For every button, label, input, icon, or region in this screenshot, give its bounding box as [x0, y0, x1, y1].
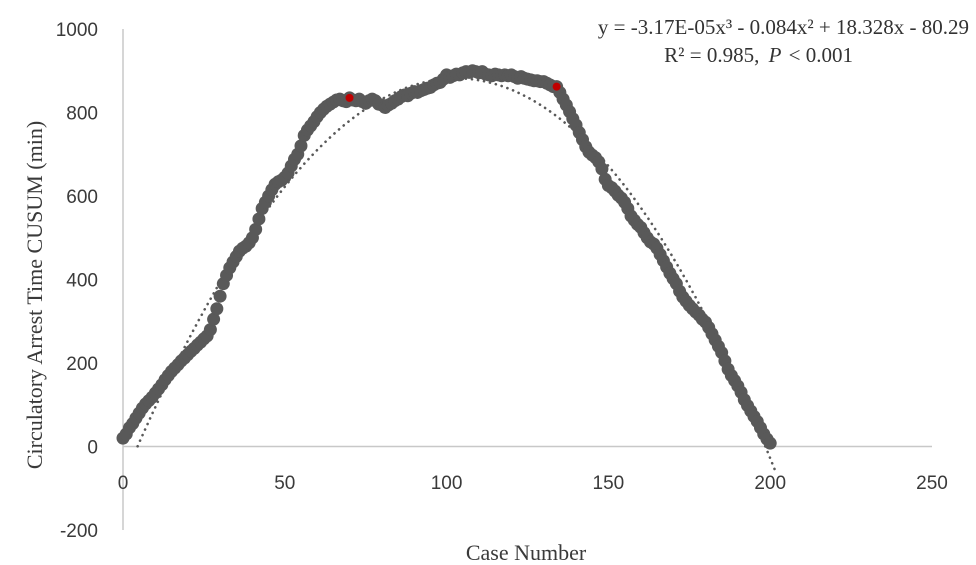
equation-text: y = -3.17E-05x³ - 0.084x² + 18.328x - 80… — [598, 15, 969, 39]
trendline-path — [136, 77, 778, 476]
data-point — [213, 289, 227, 303]
fit-statistics: R² = 0.985, P < 0.001 — [664, 43, 853, 67]
tick-labels: -200 0 200 400 600 800 1000 0 50 100 150 200 250 — [56, 20, 948, 542]
x-tick-label: 100 — [431, 473, 463, 494]
y-tick-label: -200 — [60, 521, 98, 542]
y-tick-label: 0 — [87, 438, 98, 459]
x-tick-label: 200 — [754, 473, 786, 494]
data-point — [249, 222, 263, 236]
highlighted-points — [345, 82, 561, 102]
x-axis-title: Case Number — [466, 540, 587, 565]
data-points — [116, 64, 777, 450]
data-point — [763, 436, 777, 450]
y-tick-label: 800 — [66, 104, 98, 125]
regression-equation: y = -3.17E-05x³ - 0.084x² + 18.328x - 80… — [598, 15, 969, 39]
y-axis-title: Circulatory Arrest Time CUSUM (min) — [22, 121, 47, 469]
highlighted-point — [552, 82, 561, 91]
x-tick-label: 50 — [274, 473, 295, 494]
y-tick-label: 1000 — [56, 20, 98, 41]
data-point — [294, 139, 308, 153]
data-point — [207, 312, 221, 326]
p-symbol: P — [768, 43, 782, 67]
data-point — [210, 302, 224, 316]
y-tick-label: 400 — [66, 271, 98, 292]
y-tick-label: 200 — [66, 354, 98, 375]
x-tick-label: 0 — [118, 473, 129, 494]
x-tick-label: 150 — [593, 473, 625, 494]
p-value-text: < 0.001 — [789, 43, 853, 67]
data-point — [595, 162, 609, 176]
highlighted-point — [345, 93, 354, 102]
trendline — [136, 77, 778, 476]
data-point — [252, 212, 266, 226]
r-squared-text: R² = 0.985, — [664, 43, 759, 67]
axes — [122, 29, 932, 530]
y-tick-label: 600 — [66, 187, 98, 208]
x-tick-label: 250 — [916, 473, 948, 494]
data-point — [203, 323, 217, 337]
